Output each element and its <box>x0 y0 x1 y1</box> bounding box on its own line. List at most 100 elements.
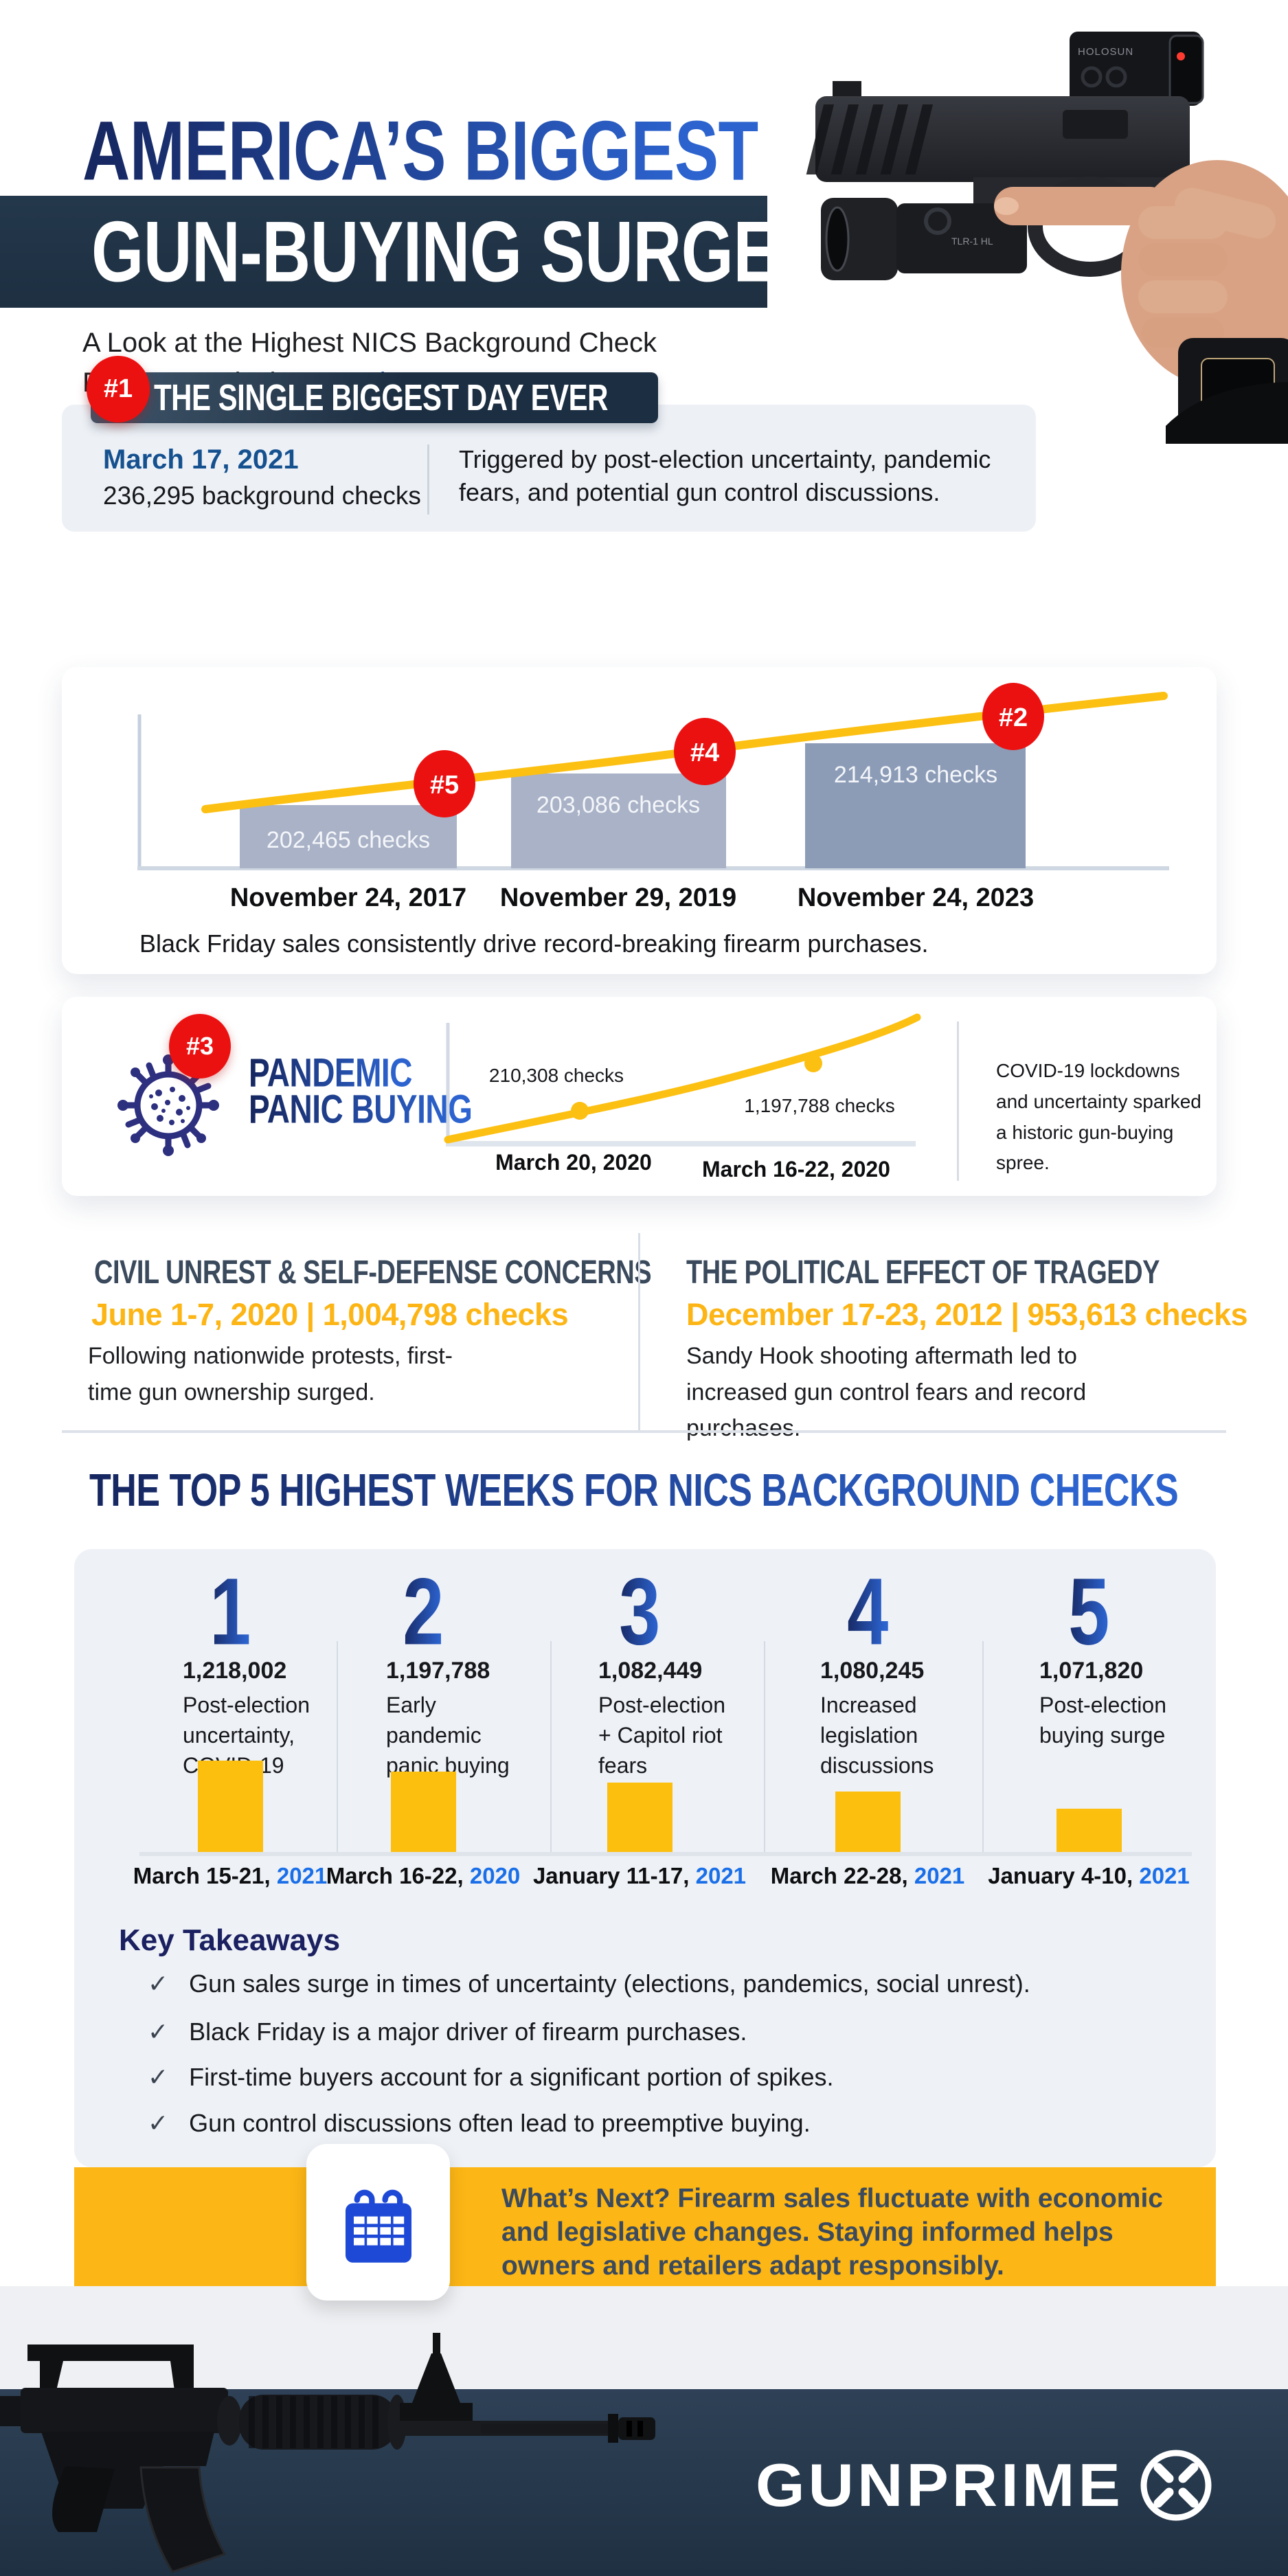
section1-heading: THE SINGLE BIGGEST DAY EVER <box>154 376 608 418</box>
civil-unrest-heading-wrap: CIVIL UNREST & SELF-DEFENSE CONCERNS <box>94 1254 652 1291</box>
brand-logo: GUNPRIME <box>756 2447 1214 2524</box>
civil-unrest-stat: June 1-7, 2020 | 1,004,798 checks <box>91 1297 569 1332</box>
top5-col4-stats: 1,080,245 Increased legislation discussi… <box>820 1658 944 1781</box>
top5-col4-value: 1,080,245 <box>820 1658 925 1684</box>
rank-number-4: 4 <box>799 1558 936 1664</box>
tragedy-stat: December 17-23, 2012 | 953,613 checks <box>686 1297 1248 1332</box>
date-year: 2020 <box>469 1863 521 1888</box>
reticle-icon <box>1140 2450 1212 2521</box>
section1-header-bar: THE SINGLE BIGGEST DAY EVER <box>91 372 658 423</box>
pistol-photo: HOLOSUN <box>767 0 1288 444</box>
biggest-day-description: Triggered by post-election uncertainty, … <box>459 445 991 506</box>
pistol-slide <box>806 81 1190 182</box>
whats-next-text: What’s Next? Firearm sales fluctuate wit… <box>501 2184 1163 2281</box>
rank-number-2: 2 <box>354 1558 492 1664</box>
biggest-day-checks: 236,295 background checks <box>103 482 421 510</box>
date-year: 2021 <box>695 1863 747 1888</box>
pistol-illustration: HOLOSUN <box>806 32 1288 444</box>
top5-bar-4 <box>835 1792 901 1853</box>
top5-date-2: March 16-22, 2020 <box>313 1863 533 1889</box>
check-icon: ✓ <box>148 1969 169 1998</box>
brand-name: GUNPRIME <box>756 2451 1124 2519</box>
takeaway-text-1: Gun sales surge in times of uncertainty … <box>189 1969 1030 1998</box>
top5-date-3: January 11-17, 2021 <box>530 1863 749 1889</box>
bar-2023-date: November 24, 2023 <box>798 883 1034 912</box>
civil-unrest-heading: CIVIL UNREST & SELF-DEFENSE CONCERNS <box>94 1254 652 1291</box>
top5-bar-3 <box>607 1783 673 1853</box>
rank-badge-3: #3 <box>169 1014 231 1078</box>
column-divider <box>550 1641 552 1853</box>
check-icon: ✓ <box>148 2018 169 2046</box>
top5-bar-1 <box>198 1761 263 1853</box>
subtitle-line1: A Look at the Highest NICS Background Ch… <box>82 328 657 358</box>
top5-col5-stats: 1,071,820 Post-election buying surge <box>1039 1658 1170 1750</box>
bottom-strip <box>0 2286 1288 2389</box>
bar-2017-date: November 24, 2017 <box>230 883 466 912</box>
title-line2-wrap: GUN-BUYING SURGES <box>91 196 823 308</box>
bar-2019-date: November 29, 2019 <box>500 883 736 912</box>
section-divider <box>62 1430 1226 1433</box>
date-prefix: January 11-17, <box>532 1863 696 1888</box>
divider <box>427 444 429 515</box>
black-friday-caption: Black Friday sales consistently drive re… <box>139 929 929 958</box>
point2-date: March 16-22, 2020 <box>702 1157 890 1182</box>
rank-2-label: 2 <box>403 1557 444 1667</box>
tragedy-heading-wrap: THE POLITICAL EFFECT OF TRAGEDY <box>686 1254 1160 1291</box>
rifle-photo <box>0 2333 655 2573</box>
top5-bar-5 <box>1057 1809 1122 1853</box>
title-line2: GUN-BUYING SURGES <box>91 203 823 300</box>
tragedy-body: Sandy Hook shooting aftermath led to inc… <box>686 1343 1087 1442</box>
whats-next-banner: What’s Next? Firearm sales fluctuate wit… <box>74 2167 1216 2286</box>
biggest-day-date: March 17, 2021 <box>103 444 299 475</box>
rank-badge-2-label: #2 <box>999 703 1028 732</box>
rank-number-1: 1 <box>161 1558 299 1664</box>
bar-2017 <box>240 805 457 868</box>
top5-col3-value: 1,082,449 <box>598 1658 703 1684</box>
rank-badge-1-label: #1 <box>103 374 133 403</box>
bar-2019-label: 203,086 checks <box>536 792 700 818</box>
calendar-icon <box>345 2189 411 2263</box>
takeaway-item: ✓ Gun control discussions often lead to p… <box>148 2109 811 2138</box>
key-takeaways-heading: Key Takeaways <box>119 1923 341 1957</box>
pandemic-title: PANDEMIC PANIC BUYING <box>249 1050 473 1132</box>
rank-badge-3-label: #3 <box>185 1032 214 1060</box>
point2-label: 1,197,788 checks <box>744 1095 895 1116</box>
top5-col3-desc: Post-election + Capitol riot fears <box>598 1693 725 1778</box>
top5-bar-2 <box>391 1772 456 1853</box>
column-divider <box>982 1641 984 1853</box>
top5-heading: THE TOP 5 HIGHEST WEEKS FOR NICS BACKGRO… <box>89 1465 1179 1517</box>
page-title: AMERICA’S BIGGEST <box>82 103 758 198</box>
divider <box>957 1021 959 1181</box>
takeaway-text-3: First-time buyers account for a signific… <box>189 2063 834 2091</box>
column-divider <box>764 1641 765 1853</box>
rank-badge-4-label: #4 <box>690 738 719 767</box>
date-prefix: March 15-21, <box>133 1863 277 1888</box>
optic-brand-label: HOLOSUN <box>1078 46 1133 58</box>
black-friday-card: 202,465 checks 203,086 checks 214,913 ch… <box>62 667 1217 974</box>
data-point-1 <box>571 1102 589 1120</box>
check-icon: ✓ <box>148 2063 169 2091</box>
weapon-light: TLR-1 HL <box>821 198 1027 280</box>
takeaway-item: ✓ First-time buyers account for a signifi… <box>148 2063 834 2092</box>
top5-card: 1 2 3 4 5 1,218,002 Post-election uncert… <box>74 1549 1216 2167</box>
date-year: 2021 <box>276 1863 328 1888</box>
top5-col5-value: 1,071,820 <box>1039 1658 1144 1684</box>
top5-col5-desc: Post-election buying surge <box>1039 1693 1166 1748</box>
civil-unrest-body: Following nationwide protests, first-tim… <box>88 1343 453 1405</box>
point1-label: 210,308 checks <box>489 1065 624 1086</box>
top5-col2-desc: Early pandemic panic buying <box>386 1693 510 1778</box>
light-brand-label: TLR-1 HL <box>951 236 993 247</box>
rank-badge-5-label: #5 <box>430 771 459 800</box>
bar-2017-label: 202,465 checks <box>267 827 430 853</box>
pandemic-title-line1: PANDEMIC <box>249 1049 412 1096</box>
top5-col3-stats: 1,082,449 Post-election + Capitol riot f… <box>598 1658 736 1781</box>
takeaway-item: ✓ Black Friday is a major driver of firea… <box>148 2018 747 2046</box>
biggest-day-card: March 17, 2021 236,295 background checks… <box>62 405 1036 532</box>
pandemic-title-line2: PANIC BUYING <box>249 1085 473 1132</box>
rank-badge-5: #5 <box>414 750 475 817</box>
date-prefix: March 16-22, <box>326 1863 470 1888</box>
bar-baseline <box>139 1852 1192 1856</box>
rank-badge-2: #2 <box>982 683 1044 750</box>
hand <box>994 160 1288 387</box>
